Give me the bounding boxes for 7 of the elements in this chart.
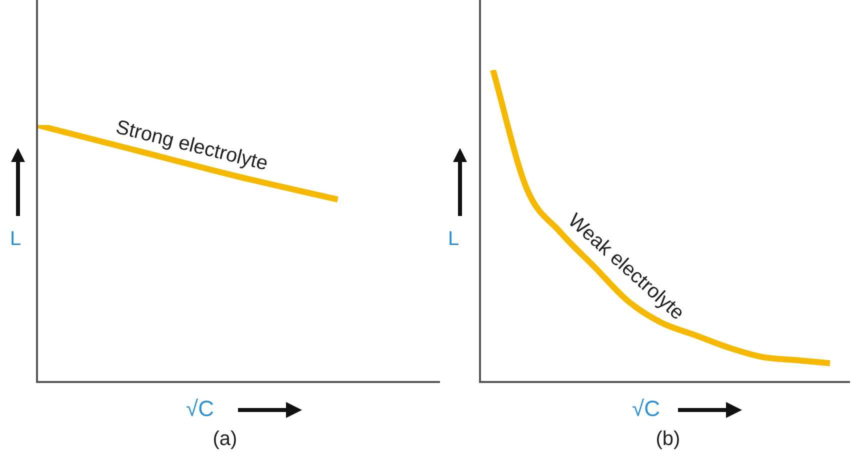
annotation: Strong electrolyte: [114, 116, 270, 175]
y-axis-title: L: [448, 228, 460, 251]
y-axis-title: L: [10, 228, 22, 251]
x-axis-title: √C: [186, 396, 214, 422]
x-axis-title: √C: [632, 396, 660, 422]
text: (a): [212, 428, 238, 451]
text: (b): [654, 428, 682, 451]
